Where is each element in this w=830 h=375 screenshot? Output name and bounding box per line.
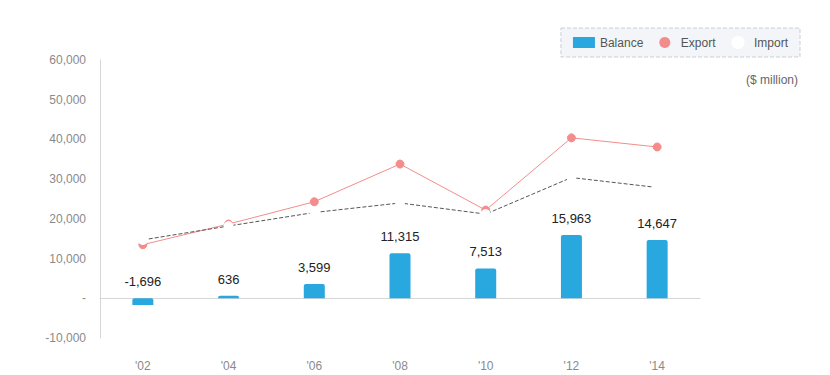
svg-text:'14: '14	[649, 359, 665, 373]
svg-text:'04: '04	[221, 359, 237, 373]
svg-text:Import: Import	[754, 36, 789, 50]
svg-text:($ million): ($ million)	[746, 73, 798, 87]
svg-text:20,000: 20,000	[49, 212, 86, 226]
svg-text:'10: '10	[478, 359, 494, 373]
svg-text:Balance: Balance	[600, 36, 644, 50]
svg-text:40,000: 40,000	[49, 132, 86, 146]
svg-text:3,599: 3,599	[298, 260, 331, 275]
svg-text:10,000: 10,000	[49, 252, 86, 266]
svg-text:15,963: 15,963	[552, 211, 592, 226]
svg-text:-10,000: -10,000	[45, 331, 86, 345]
svg-text:'02: '02	[135, 359, 151, 373]
svg-text:Export: Export	[681, 36, 716, 50]
svg-text:636: 636	[218, 272, 240, 287]
svg-text:-1,696: -1,696	[124, 274, 161, 289]
svg-text:30,000: 30,000	[49, 172, 86, 186]
svg-text:-: -	[82, 291, 86, 305]
svg-text:'12: '12	[564, 359, 580, 373]
svg-text:'08: '08	[392, 359, 408, 373]
svg-text:7,513: 7,513	[469, 244, 502, 259]
svg-text:60,000: 60,000	[49, 53, 86, 67]
svg-text:'06: '06	[306, 359, 322, 373]
svg-text:50,000: 50,000	[49, 93, 86, 107]
svg-text:11,315: 11,315	[381, 229, 420, 244]
svg-text:14,647: 14,647	[637, 216, 677, 231]
